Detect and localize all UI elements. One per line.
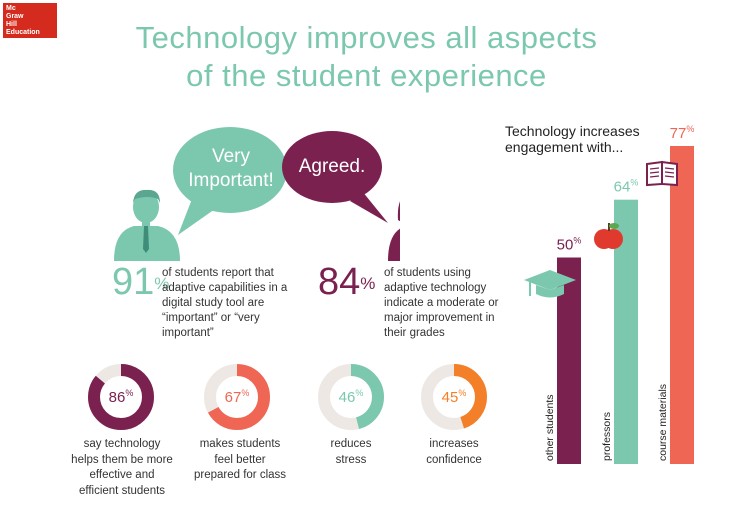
ring-2 [318, 364, 384, 430]
ring-0-caption-line: say technology [83, 438, 161, 450]
ring-1-caption: makes students feel better prepared for … [184, 437, 296, 484]
engagement-bar-chart: 50% other students 64% professors 77% course … [544, 124, 695, 465]
ring-0-caption-line: effective and [89, 469, 155, 481]
stat-left-desc-line: adaptive capabilities in a [162, 282, 288, 294]
engagement-heading-line: engagement with... [505, 139, 624, 155]
stat-left-desc-line: digital study tool are [162, 297, 265, 309]
bar-category-label: professors [601, 412, 613, 461]
ring-3-unit: % [458, 388, 467, 398]
ring-0-arc [88, 364, 154, 430]
bar-value-label: 77% [670, 124, 695, 142]
ring-1-caption-line: feel better [214, 453, 266, 466]
bar-value-label: 50% [557, 236, 582, 254]
stat-right-desc-line: of students using [384, 267, 471, 279]
speech-bubble-right [282, 131, 388, 223]
stat-right-unit: % [360, 274, 376, 293]
page-title-line-1: Technology improves all aspects [135, 20, 598, 55]
ring-2-value: 46 [338, 389, 356, 406]
ring-2-caption-line: stress [335, 453, 367, 466]
ring-1-value: 67 [224, 389, 242, 406]
ring-2-arc [318, 364, 384, 430]
ring-1-percent: 67% [207, 388, 267, 406]
stat-right-value: 84 [318, 261, 361, 303]
stat-left-value: 91 [112, 261, 155, 303]
ring-0 [88, 364, 154, 430]
page-title-line-2: of the student experience [186, 58, 547, 93]
stat-right-percent: 84% [318, 262, 375, 302]
ring-2-unit: % [355, 388, 364, 398]
engagement-heading: Technology increases engagement with... [505, 123, 655, 155]
ring-2-caption: reduces stress [310, 437, 392, 468]
ring-3-value: 45 [441, 389, 459, 406]
ring-0-caption: say technology helps them be more effect… [66, 437, 178, 499]
ring-0-caption-line: efficient students [78, 484, 166, 497]
bar-course-materials [670, 146, 694, 464]
ring-3-arc [421, 364, 487, 430]
people-illustration [114, 127, 400, 261]
logo-line: Education [6, 29, 40, 36]
man-icon [114, 189, 180, 261]
stat-right-desc-line: major improvement in [384, 312, 495, 324]
stat-right-desc-line: indicate a moderate or [384, 297, 499, 309]
graduation-cap-icon [524, 270, 576, 298]
stat-left-percent: 91% [112, 262, 169, 302]
stat-left-desc-line: “important” or “very [162, 312, 260, 324]
ring-1 [204, 364, 270, 430]
ring-3-percent: 45% [424, 388, 484, 406]
ring-0-value: 86 [108, 389, 126, 406]
speech-bubble-left [173, 127, 287, 235]
stat-left-unit: % [154, 274, 170, 293]
bar-value-label: 64% [614, 178, 639, 196]
mcgraw-hill-logo: Mc Graw Hill Education [3, 3, 57, 38]
book-icon [646, 160, 678, 187]
ring-0-caption-line: helps them be more [71, 453, 173, 466]
bar-category-label: course materials [657, 384, 669, 461]
bar-category-label: other students [544, 394, 556, 461]
stat-left-description: of students report that adaptive capabil… [162, 266, 307, 341]
bubble-right-text: Agreed. [298, 156, 366, 177]
logo-line: Mc [6, 5, 16, 12]
rings-svg [88, 364, 487, 430]
stat-right-desc-line: adaptive technology [384, 282, 487, 294]
ring-3 [421, 364, 487, 430]
ring-2-percent: 46% [321, 388, 381, 406]
logo-line: Hill [6, 21, 17, 28]
stat-right-desc-line: their grades [384, 327, 445, 339]
ring-0-percent: 86% [91, 388, 151, 406]
apple-icon [594, 223, 623, 249]
ring-2-caption-line: reduces [330, 438, 372, 450]
bubble-left-line-1: Very [211, 146, 251, 167]
stat-right-description: of students using adaptive technology in… [384, 266, 519, 341]
ring-1-caption-line: prepared for class [193, 469, 287, 481]
stat-left-desc-line: of students report that [162, 267, 274, 279]
ring-3-caption-line: confidence [426, 453, 482, 466]
ring-1-unit: % [241, 388, 250, 398]
bubble-left-text: Very Important! [176, 145, 286, 193]
ring-1-caption-line: makes students [199, 438, 281, 450]
logo-line: Graw [6, 13, 24, 20]
stat-left-desc-line: important” [162, 327, 214, 339]
ring-3-caption: increases confidence [409, 437, 499, 468]
bubble-left-line-2: Important! [188, 170, 274, 191]
woman-icon [388, 201, 400, 261]
ring-0-unit: % [125, 388, 134, 398]
ring-1-arc [204, 364, 270, 430]
engagement-heading-line: Technology increases [505, 123, 640, 139]
ring-3-caption-line: increases [429, 438, 479, 450]
